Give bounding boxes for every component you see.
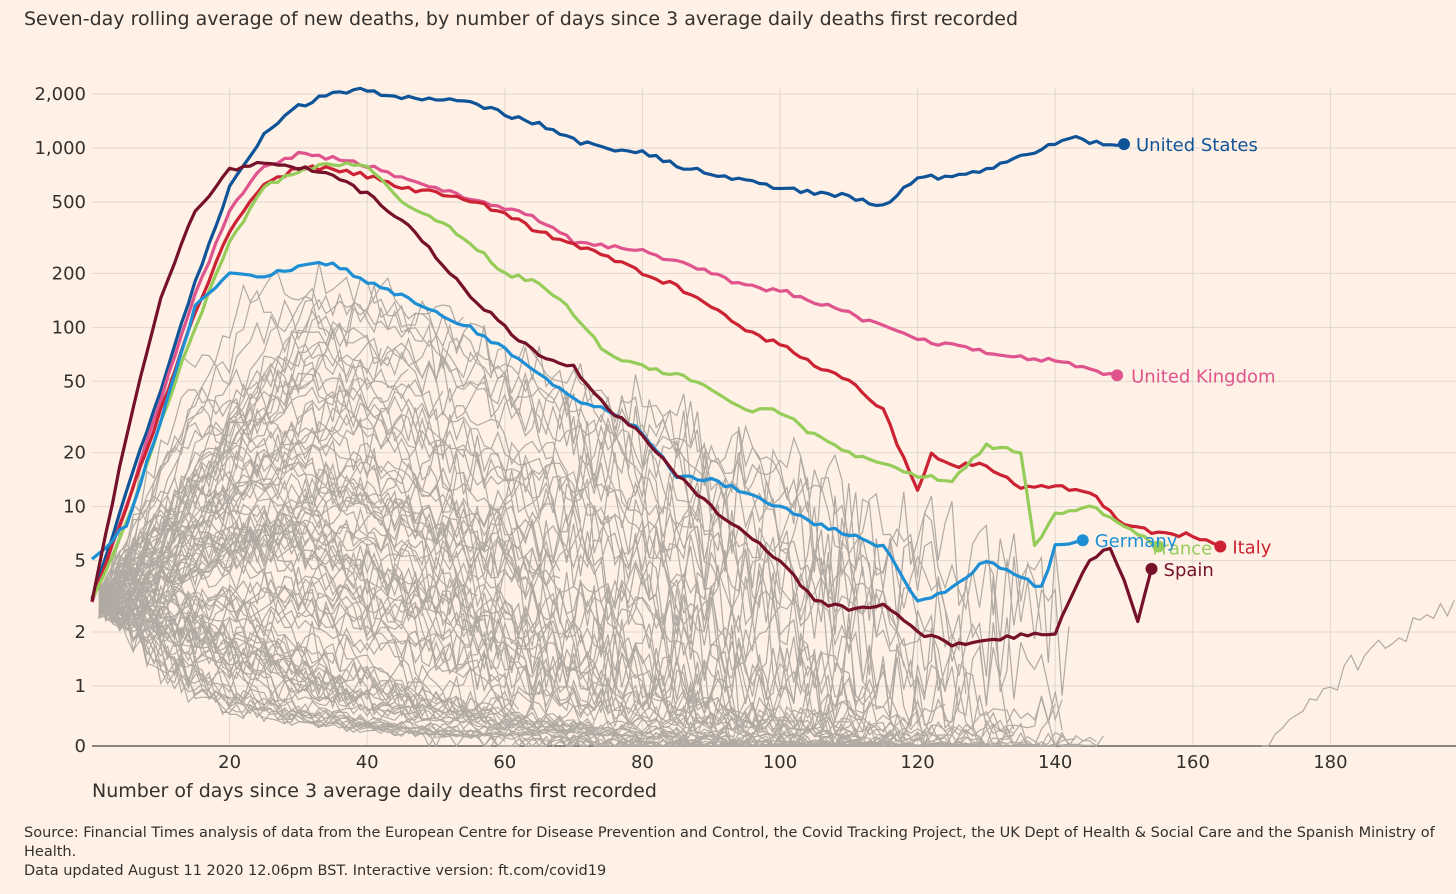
x-tick-label: 80 [631,752,654,773]
background-country-line [98,342,960,672]
y-tick-label: 1,000 [34,138,86,159]
background-country-line [98,592,582,733]
background-country-line [98,586,1001,748]
series-end-dot [1145,562,1158,575]
series-end-label: France [1152,538,1212,559]
series-line-united-kingdom [90,150,1118,603]
series-line-france [90,161,1160,601]
series-line-italy [90,164,1221,600]
background-country-line [98,445,1076,748]
background-country-line [98,595,340,693]
background-country-line [98,586,1042,748]
background-country-line [98,301,1063,664]
series-end-label: Italy [1232,537,1271,558]
y-tick-label: 20 [63,443,86,464]
background-country-line [98,262,1042,631]
y-tick-label: 2,000 [34,84,86,105]
background-country-line [98,370,781,626]
y-tick-label: 100 [52,317,86,338]
background-country-line [98,488,856,738]
x-tick-label: 160 [1176,752,1210,773]
y-tick-label: 500 [52,192,86,213]
x-axis-ticks: 20 40 60 80 100 120 140 160 180 [218,752,1347,773]
x-axis-label: Number of days since 3 average daily dea… [92,780,657,802]
x-tick-label: 100 [763,752,797,773]
x-tick-label: 120 [900,752,934,773]
background-country-line [98,472,526,614]
background-country-line [98,520,1097,748]
series-end-dot [1152,540,1165,553]
series-end-label: Spain [1164,560,1214,581]
x-tick-label: 140 [1038,752,1072,773]
chart-subtitle: Seven-day rolling average of new deaths,… [24,8,1019,30]
background-country-line [98,386,1015,730]
source-line: Source: Financial Times analysis of data… [24,825,1435,860]
series-line-united-states [90,86,1125,600]
background-country-line [98,348,967,694]
background-country-line [98,422,946,735]
background-country-line [98,271,864,619]
y-tick-label: 2 [75,622,86,643]
background-country-line [98,354,870,691]
source-note: Source: Financial Times analysis of data… [24,824,1444,881]
background-country-lines [98,262,1455,749]
y-tick-label: 5 [75,551,86,572]
background-country-line [98,389,1063,736]
background-country-line [98,336,712,595]
x-tick-label: 60 [493,752,516,773]
background-country-line [98,368,719,595]
y-tick-label: 1 [75,676,86,697]
background-country-line [98,503,1063,749]
background-country-line [98,491,849,739]
background-country-line [98,299,953,636]
series-end-label: United Kingdom [1131,366,1275,387]
background-country-line [98,585,513,709]
series-line-germany [90,260,1084,603]
x-tick-label: 180 [1313,752,1347,773]
series-end-dot [1076,534,1089,547]
series-end-dot [1118,138,1130,151]
series-end-dot [1111,369,1124,382]
background-country-line [98,405,416,617]
background-country-line [98,470,561,614]
series-end-label: United States [1136,135,1258,156]
background-country-line [98,498,657,695]
y-tick-label: 200 [52,263,86,284]
series-line-spain [90,160,1154,648]
background-country-line [98,441,719,660]
background-country-line [98,566,1014,748]
background-country-line [98,590,973,748]
background-country-line [98,495,870,723]
data-updated-line: Data updated August 11 2020 12.06pm BST.… [24,863,607,879]
background-country-line [98,596,870,748]
x-tick-label: 40 [356,752,379,773]
background-country-line [98,585,767,728]
background-country-line [98,390,1063,722]
highlighted-series: United States United Kingdom Italy FranceGe… [90,86,1276,648]
y-tick-label: 10 [63,497,86,518]
background-country-line [98,413,1056,726]
x-tick-label: 20 [218,752,241,773]
background-country-line [98,584,457,748]
background-country-line [98,314,409,619]
y-tick-label: 0 [75,736,86,757]
background-country-line [98,534,863,735]
background-country-line [1261,600,1455,747]
series-end-label: Germany [1095,531,1178,552]
y-tick-label: 50 [63,371,86,392]
series-end-dot [1214,540,1227,553]
